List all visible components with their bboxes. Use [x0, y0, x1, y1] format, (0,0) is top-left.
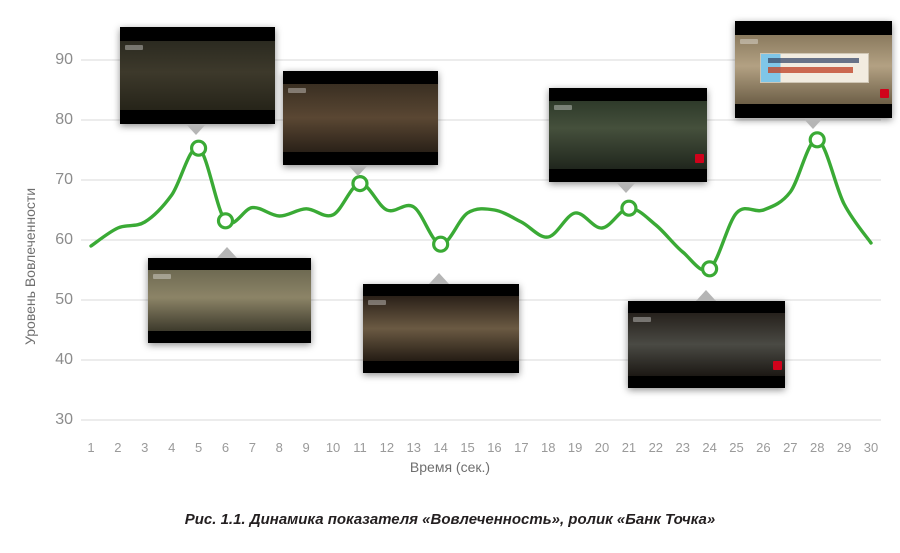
x-axis-tick-9: 9 [302, 440, 310, 455]
banner-text-block [760, 52, 869, 83]
x-axis-tick-10: 10 [325, 440, 341, 455]
video-watermark-icon [288, 88, 306, 94]
video-frame-image [120, 40, 275, 111]
video-watermark-icon [633, 317, 651, 323]
x-axis-tick-19: 19 [567, 440, 583, 455]
y-axis-tick-60: 60 [55, 231, 73, 248]
frame-sec-21-crowd-cheering[interactable] [549, 88, 707, 182]
x-axis-tick-13: 13 [406, 440, 421, 455]
frame-sec-6-market-shop[interactable] [148, 258, 311, 343]
video-watermark-icon [740, 38, 758, 44]
video-frame-image [148, 269, 311, 332]
engagement-line-series [89, 138, 873, 272]
x-axis-tick-4: 4 [168, 440, 176, 455]
data-point-marker-sec-24[interactable] [701, 260, 719, 278]
x-axis-tick-30: 30 [863, 440, 879, 455]
channel-badge-icon [773, 360, 782, 370]
y-axis-tick-90: 90 [55, 51, 73, 68]
x-axis-tick-21: 21 [621, 440, 637, 455]
banner-line-1 [767, 57, 860, 63]
frame-sec-5-girls-with-magazines[interactable] [120, 27, 275, 124]
x-axis-tick-6: 6 [221, 440, 230, 455]
figure-caption: Рис. 1.1. Динамика показателя «Вовлеченн… [184, 511, 716, 528]
video-frame-image [628, 313, 785, 376]
banner-line-2 [767, 67, 853, 73]
data-point-marker-sec-14[interactable] [432, 235, 450, 253]
data-point-marker-sec-6[interactable] [216, 212, 235, 230]
channel-badge-icon [880, 89, 889, 99]
x-axis-tick-15: 15 [460, 440, 475, 455]
video-watermark-icon [368, 300, 386, 306]
x-axis-tick-12: 12 [379, 440, 395, 455]
frame-sec-14-money-closeup[interactable] [363, 284, 519, 373]
callout-arrow-down [616, 182, 636, 193]
x-axis-tick-1: 1 [87, 440, 95, 455]
data-point-marker-sec-11[interactable] [351, 175, 369, 193]
frame-sec-11-woman-portrait[interactable] [283, 71, 438, 165]
callout-arrow-down [803, 118, 823, 129]
y-axis-label: Уровень Вовлеченности [22, 187, 38, 345]
video-frame-image [735, 34, 892, 105]
y-axis-tick-40: 40 [55, 351, 73, 368]
x-axis-tick-20: 20 [594, 440, 610, 455]
y-axis-tick-30: 30 [55, 411, 73, 428]
x-axis-tick-22: 22 [648, 440, 664, 455]
y-axis-tick-50: 50 [55, 291, 73, 308]
video-frame-image [549, 101, 707, 169]
frame-sec-24-man-in-crowd[interactable] [628, 301, 785, 388]
callout-arrow-down [348, 165, 368, 176]
video-watermark-icon [554, 105, 572, 111]
x-axis-tick-7: 7 [248, 440, 256, 455]
x-axis-tick-5: 5 [194, 440, 203, 455]
callout-arrow-up [429, 273, 449, 284]
frame-sec-28-banner-bank-tochka[interactable] [735, 21, 892, 118]
channel-badge-icon [695, 153, 704, 163]
x-axis-tick-23: 23 [675, 440, 690, 455]
x-axis-tick-16: 16 [487, 440, 502, 455]
x-axis-tick-14: 14 [433, 440, 448, 455]
x-axis-tick-2: 2 [114, 440, 122, 455]
x-axis-tick-27: 27 [783, 440, 798, 455]
x-axis-label: Время (сек.) [409, 459, 491, 475]
x-axis-tick-29: 29 [836, 440, 852, 455]
x-axis-tick-3: 3 [141, 440, 149, 455]
video-frame-image [283, 84, 438, 152]
callout-arrow-down [186, 124, 206, 135]
x-axis-tick-8: 8 [275, 440, 283, 455]
callout-arrow-up [217, 247, 237, 258]
x-axis-tick-24: 24 [702, 440, 717, 455]
y-axis-tick-70: 70 [55, 171, 73, 188]
data-point-marker-sec-5[interactable] [189, 139, 208, 157]
x-axis-tick-25: 25 [729, 440, 744, 455]
x-axis-tick-11: 11 [353, 440, 367, 455]
x-axis-tick-18: 18 [541, 440, 556, 455]
data-point-marker-sec-28[interactable] [808, 131, 826, 149]
x-axis-tick-28: 28 [809, 440, 825, 455]
y-axis-tick-80: 80 [55, 111, 73, 128]
x-axis-tick-26: 26 [756, 440, 771, 455]
video-frame-image [363, 296, 519, 361]
callout-arrow-up [696, 290, 716, 301]
video-watermark-icon [153, 273, 171, 279]
data-point-marker-sec-21[interactable] [620, 199, 638, 217]
video-watermark-icon [125, 44, 143, 50]
x-axis-tick-17: 17 [514, 440, 529, 455]
